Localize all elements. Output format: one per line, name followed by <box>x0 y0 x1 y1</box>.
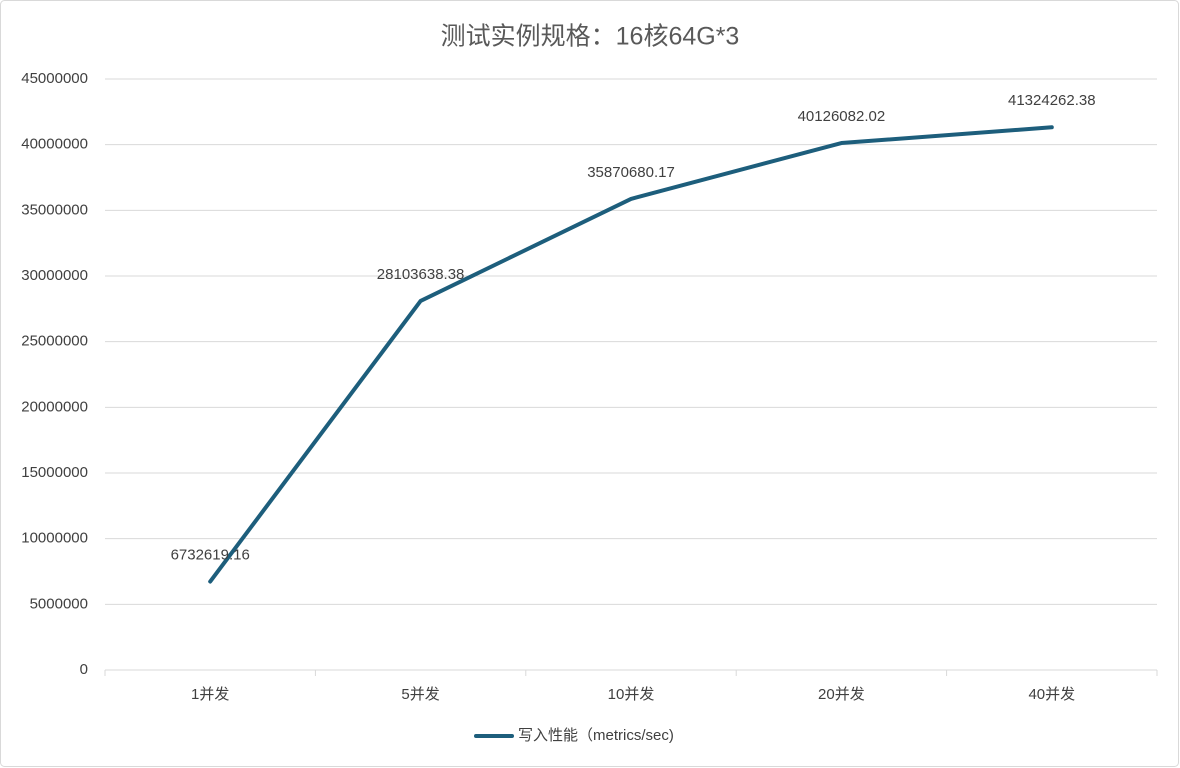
x-tick-label: 10并发 <box>608 686 655 703</box>
data-label: 40126082.02 <box>798 108 886 125</box>
y-tick-label: 35000000 <box>21 201 88 218</box>
legend-label: 写入性能（metrics/sec) <box>518 727 674 744</box>
x-tick-label: 40并发 <box>1028 686 1075 703</box>
y-tick-label: 10000000 <box>21 530 88 547</box>
x-tick-label: 5并发 <box>401 686 439 703</box>
y-tick-label: 5000000 <box>30 595 88 612</box>
y-tick-label: 25000000 <box>21 333 88 350</box>
data-label: 35870680.17 <box>587 164 675 181</box>
y-tick-label: 0 <box>80 661 88 678</box>
data-label: 28103638.38 <box>377 266 465 283</box>
chart-title: 测试实例规格：16核64G*3 <box>441 23 740 51</box>
line-series <box>208 125 1054 584</box>
y-tick-label: 45000000 <box>21 70 88 87</box>
y-tick-label: 20000000 <box>21 398 88 415</box>
data-label: 41324262.38 <box>1008 92 1096 109</box>
y-tick-label: 15000000 <box>21 464 88 481</box>
x-tick-label: 1并发 <box>191 686 229 703</box>
data-label: 6732619.16 <box>171 547 250 564</box>
y-tick-label: 40000000 <box>21 136 88 153</box>
y-tick-label: 30000000 <box>21 267 88 284</box>
x-tick-label: 20并发 <box>818 686 865 703</box>
